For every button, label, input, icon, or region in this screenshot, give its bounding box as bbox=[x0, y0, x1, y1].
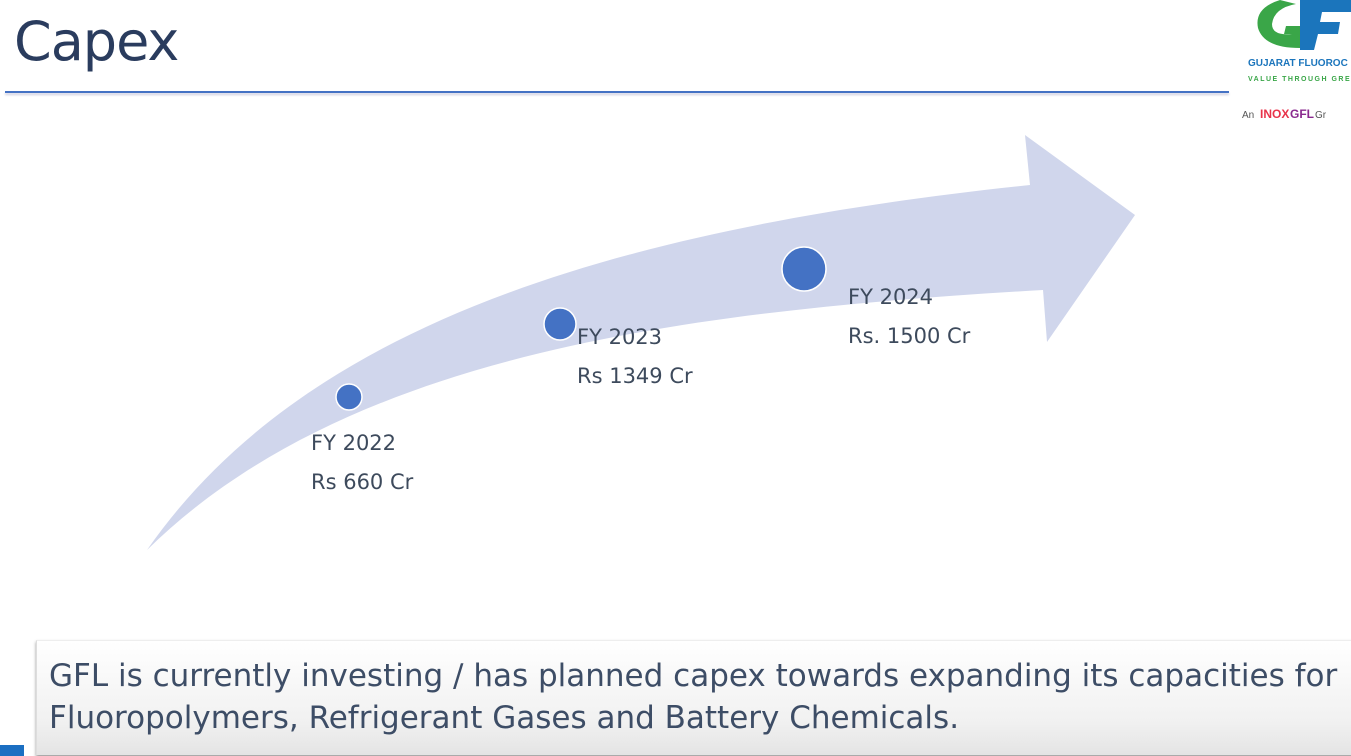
milestone-year: FY 2023 bbox=[577, 325, 663, 349]
summary-box: GFL is currently investing / has planned… bbox=[36, 640, 1351, 755]
milestone-dot-fy2024 bbox=[781, 246, 827, 292]
milestone-amount: Rs. 1500 Cr bbox=[848, 324, 971, 348]
svg-text:INOX: INOX bbox=[1260, 107, 1289, 121]
slide-corner-marker bbox=[0, 745, 24, 756]
milestone-year: FY 2022 bbox=[311, 431, 397, 455]
company-logo: GUJARAT FLUOROC VALUE THROUGH GREE An IN… bbox=[1240, 0, 1351, 130]
milestone-fy2023: FY 2023 Rs 1349 Cr bbox=[577, 318, 693, 396]
svg-text:GUJARAT FLUOROC: GUJARAT FLUOROC bbox=[1248, 58, 1348, 69]
page-title: Capex bbox=[14, 10, 179, 73]
svg-text:Gr: Gr bbox=[1315, 110, 1327, 121]
growth-arrow bbox=[147, 135, 1135, 550]
svg-text:VALUE THROUGH GREE: VALUE THROUGH GREE bbox=[1248, 76, 1351, 83]
title-divider bbox=[5, 91, 1229, 93]
milestone-fy2022: FY 2022 Rs 660 Cr bbox=[311, 424, 413, 502]
svg-text:An: An bbox=[1242, 110, 1254, 121]
svg-text:GFL: GFL bbox=[1290, 107, 1314, 121]
milestone-amount: Rs 1349 Cr bbox=[577, 364, 693, 388]
milestone-dot-fy2023 bbox=[543, 307, 577, 341]
milestone-amount: Rs 660 Cr bbox=[311, 470, 414, 494]
milestone-fy2024: FY 2024 Rs. 1500 Cr bbox=[848, 278, 970, 356]
milestone-dot-fy2022 bbox=[335, 383, 363, 411]
summary-text: GFL is currently investing / has planned… bbox=[49, 658, 1338, 736]
milestone-year: FY 2024 bbox=[848, 285, 934, 309]
